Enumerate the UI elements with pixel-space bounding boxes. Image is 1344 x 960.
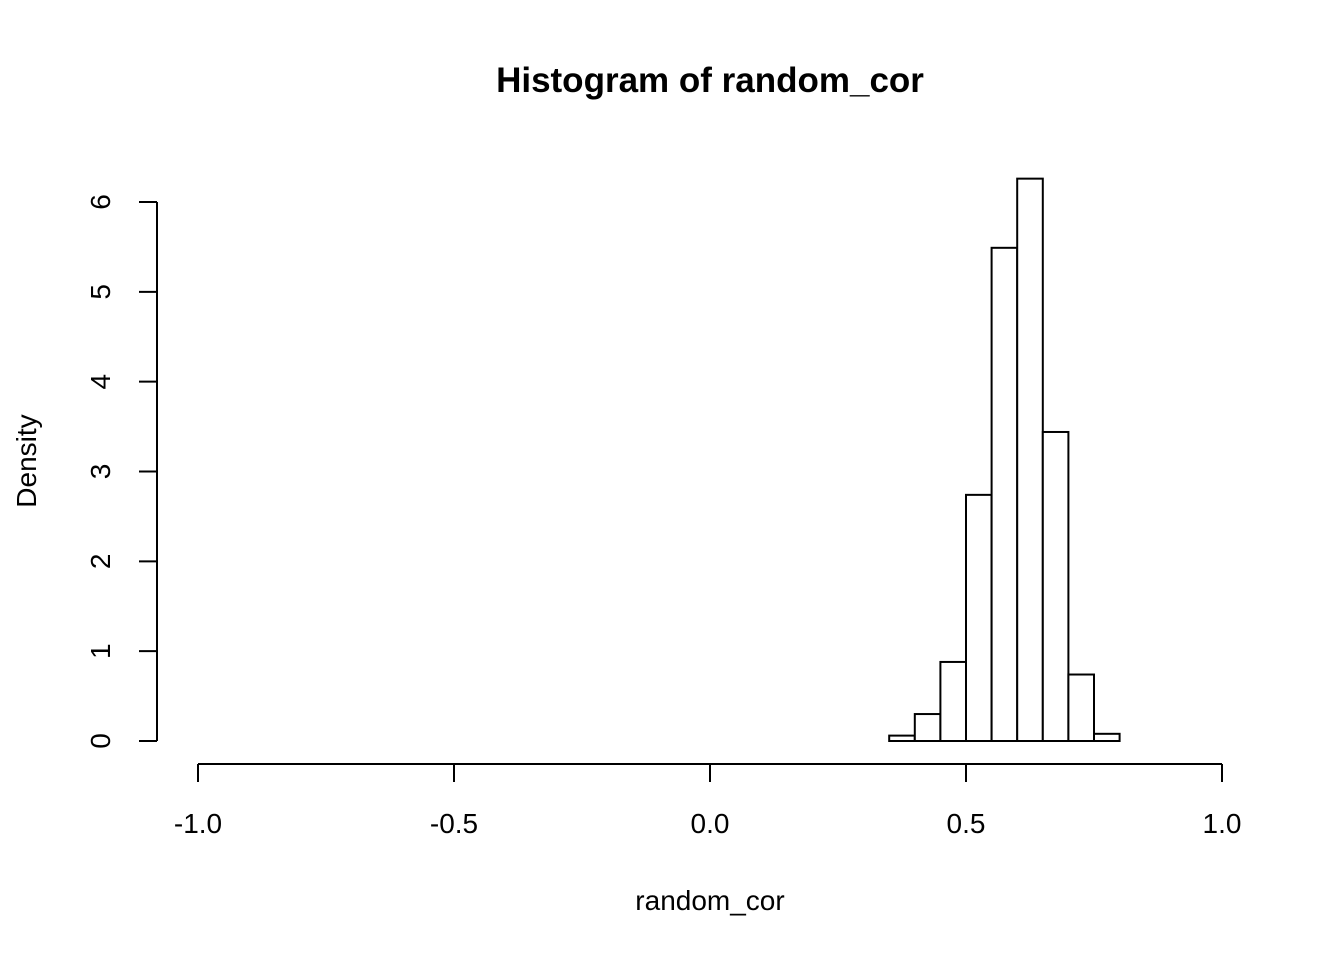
histogram-bar [1067,673,1096,742]
y-tick-label: 5 [85,284,116,300]
histogram-bar [888,734,916,742]
histogram-bar [939,660,968,742]
histogram-bar [965,493,993,742]
y-tick-label: 1 [85,643,116,659]
x-tick-label: 1.0 [1203,808,1242,839]
histogram-bars [888,177,1121,743]
x-axis-label: random_cor [635,885,784,916]
y-axis-label: Density [11,414,42,507]
histogram-bar [1093,732,1121,743]
y-tick-label: 4 [85,374,116,390]
y-tick-label: 2 [85,554,116,570]
chart-title: Histogram of random_cor [496,61,924,100]
histogram-bar [913,713,942,742]
y-tick-label: 6 [85,194,116,210]
y-tick-label: 3 [85,464,116,480]
x-tick-label: -0.5 [430,808,478,839]
y-axis: 0 1 2 3 4 5 6 [85,194,158,749]
x-tick-label: 0.5 [947,808,986,839]
x-axis: -1.0 -0.5 0.0 0.5 1.0 [174,763,1242,839]
x-tick-label: -1.0 [174,808,222,839]
histogram-bar [1016,177,1044,743]
y-tick-label: 0 [85,733,116,749]
histogram-bar [990,246,1019,742]
histogram-bar [1041,430,1070,742]
x-tick-label: 0.0 [691,808,730,839]
